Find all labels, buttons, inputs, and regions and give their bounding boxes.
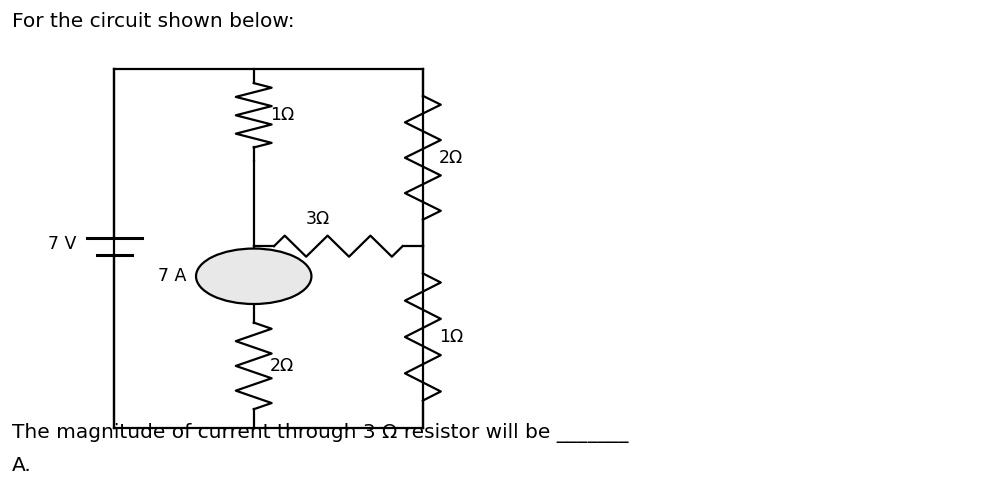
Text: 1Ω: 1Ω	[269, 106, 293, 124]
Text: A.: A.	[12, 456, 32, 476]
Text: 3Ω: 3Ω	[305, 210, 330, 228]
Text: 7 V: 7 V	[48, 235, 77, 253]
Text: 7 A: 7 A	[157, 267, 186, 285]
Text: 2Ω: 2Ω	[438, 149, 462, 167]
Circle shape	[196, 249, 311, 304]
Text: The magnitude of current through 3 Ω resistor will be _______: The magnitude of current through 3 Ω res…	[12, 423, 628, 443]
Text: 2Ω: 2Ω	[269, 357, 293, 375]
Text: For the circuit shown below:: For the circuit shown below:	[12, 12, 294, 31]
Text: 1Ω: 1Ω	[438, 328, 462, 346]
